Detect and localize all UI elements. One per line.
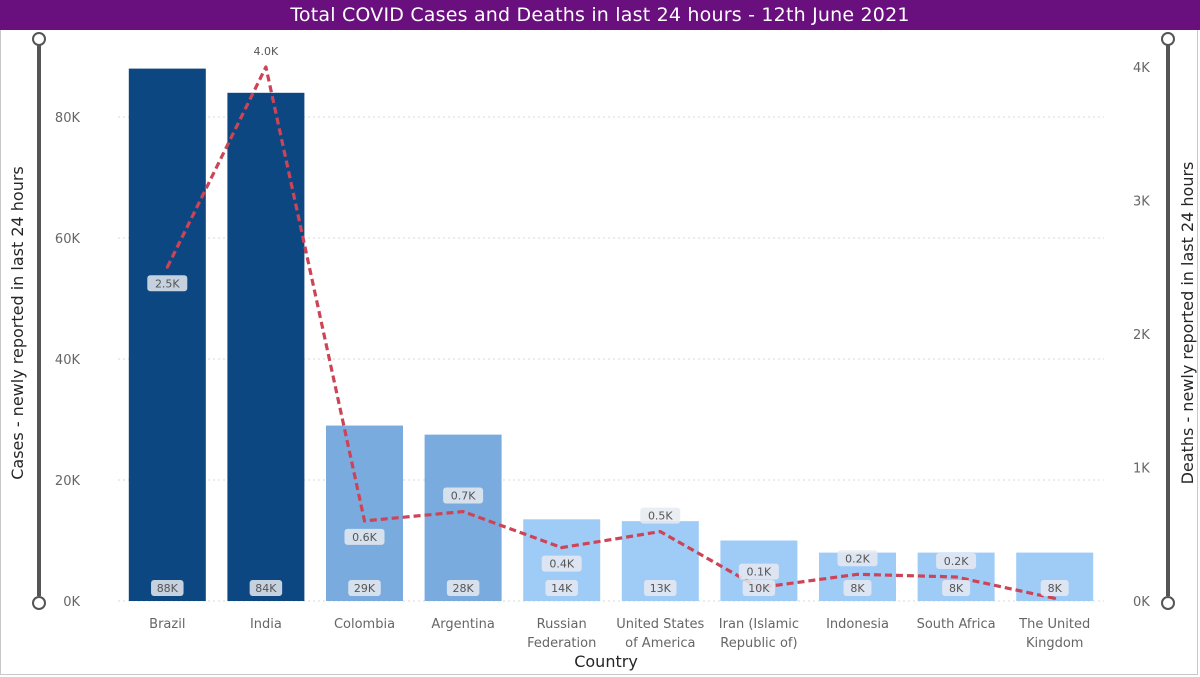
death-value-label-bg xyxy=(344,528,385,545)
death-value-label: 0.7K xyxy=(451,490,476,503)
y-tick-label: 60K xyxy=(55,232,81,247)
zoom-slider-handle-bottom-right[interactable] xyxy=(1161,596,1175,610)
y2-tick-label: 1K xyxy=(1133,462,1150,477)
x-tick-label: South Africa xyxy=(917,617,996,632)
death-value-label: 0.2K xyxy=(845,552,870,565)
x-tick-label: Federation xyxy=(527,636,596,651)
y-tick-label: 0K xyxy=(63,595,80,610)
bar-value-label: 10K xyxy=(748,582,770,595)
death-value-label: 4.0K xyxy=(254,45,279,58)
death-line xyxy=(165,65,1057,600)
x-tick-label: Russian xyxy=(537,617,587,632)
death-value-label-bg xyxy=(443,487,484,504)
x-tick-label: of America xyxy=(625,636,695,651)
y-tick-label: 20K xyxy=(55,474,81,489)
deaths-point xyxy=(658,530,662,534)
death-value-label-bg xyxy=(640,507,681,524)
zoom-slider-handle-top-left[interactable] xyxy=(32,32,46,46)
bar-value-label: 8K xyxy=(850,582,865,595)
x-tick-label: Republic of) xyxy=(720,636,797,651)
x-tick-label: Colombia xyxy=(334,617,395,632)
deaths-line xyxy=(165,65,1056,600)
death-value-label-bg xyxy=(837,550,878,567)
y-tick-label: 80K xyxy=(55,111,81,126)
bar-value-label: 84K xyxy=(255,582,277,595)
bar-value-label-bg xyxy=(446,580,480,596)
x-tick-label: Argentina xyxy=(431,617,494,632)
bar-cases xyxy=(227,92,305,602)
death-value-label-bg xyxy=(541,555,582,572)
bar-value-label-bg xyxy=(151,580,184,596)
death-value-label-bg xyxy=(738,563,779,580)
death-value-label: 0.2K xyxy=(944,555,969,568)
x-tick-label: Iran (Islamic xyxy=(719,617,799,632)
bars xyxy=(128,68,1094,602)
x-tick-label: Kingdom xyxy=(1026,636,1084,651)
death-value-label: 2.5K xyxy=(155,277,180,290)
y-tick-label: 40K xyxy=(55,353,81,368)
death-value-label: 0.1K xyxy=(747,566,772,579)
y2-tick-label: 4K xyxy=(1133,61,1150,76)
bar-value-label: 8K xyxy=(949,582,964,595)
deaths-point xyxy=(363,519,366,523)
bar-value-label: 28K xyxy=(452,582,474,595)
chart-title: Total COVID Cases and Deaths in last 24 … xyxy=(0,0,1200,30)
y2-axis-title: Deaths - newly reported in last 24 hours xyxy=(1178,162,1197,485)
bar-cases xyxy=(424,434,502,601)
y2-tick-label: 3K xyxy=(1133,195,1150,210)
zoom-sliders[interactable] xyxy=(32,32,1175,610)
data-labels: 88K 84K 29K 28K 14K 13K 10K 8K 8K 8K 2.5K 4.0K 0.6K 0… xyxy=(147,45,1069,596)
deaths-point xyxy=(856,572,859,576)
x-tick-label: The United xyxy=(1018,617,1090,632)
bar-value-label-bg xyxy=(348,580,381,596)
death-value-label: 0.4K xyxy=(549,558,574,571)
bar-value-label-bg xyxy=(942,580,971,596)
bar-value-label-bg xyxy=(249,580,283,596)
death-value-label-bg xyxy=(936,552,977,569)
bar-value-label-bg xyxy=(1040,580,1069,596)
bar-value-label: 8K xyxy=(1048,582,1063,595)
bar-value-label: 14K xyxy=(551,582,573,595)
deaths-point xyxy=(461,510,465,514)
bar-value-label: 88K xyxy=(157,582,179,595)
bar-cases xyxy=(326,425,403,601)
bar-value-label: 29K xyxy=(354,582,376,595)
deaths-point xyxy=(560,546,564,550)
deaths-point xyxy=(165,265,169,269)
bar-value-label: 13K xyxy=(650,582,672,595)
x-tick-label: Brazil xyxy=(149,617,185,632)
x-tick-label: India xyxy=(250,617,282,632)
bar-cases xyxy=(128,68,206,602)
y2-tick-label: 0K xyxy=(1133,595,1150,610)
axes: 0K 20K 40K 60K 80K 0K 1K 2K 3K 4K Cases - newly re… xyxy=(8,61,1197,671)
y-axis-title: Cases - newly reported in last 24 hours xyxy=(8,166,27,480)
bar-value-label-bg xyxy=(843,580,872,596)
deaths-point xyxy=(954,575,958,579)
x-tick-label: Indonesia xyxy=(826,617,889,632)
bar-value-label-bg xyxy=(742,580,776,596)
death-value-label: 0.5K xyxy=(648,510,673,523)
x-tick-label: United States xyxy=(616,617,704,632)
zoom-slider-handle-top-right[interactable] xyxy=(1161,32,1175,46)
bar-value-label-bg xyxy=(545,580,578,596)
death-value-label: 0.6K xyxy=(352,531,377,544)
zoom-slider-handle-bottom-left[interactable] xyxy=(32,596,46,610)
bar-value-label-bg xyxy=(644,580,677,596)
death-value-label-bg xyxy=(147,275,188,292)
deaths-point xyxy=(1053,596,1057,600)
x-axis-title: Country xyxy=(574,652,638,671)
deaths-point xyxy=(264,65,268,69)
y2-tick-label: 2K xyxy=(1133,328,1150,343)
